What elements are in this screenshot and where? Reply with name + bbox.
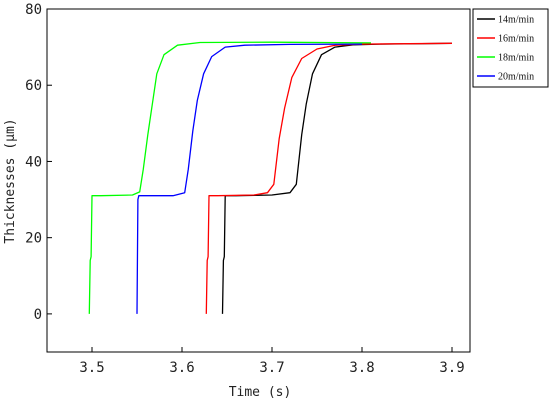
legend-label: 20m/min	[498, 72, 534, 83]
legend-box	[472, 8, 549, 88]
x-tick-label: 3.7	[259, 360, 284, 376]
series-layer	[88, 41, 453, 314]
legend-label: 18m/min	[498, 53, 534, 64]
y-tick-label: 40	[25, 154, 42, 170]
y-tick-label: 20	[25, 231, 42, 247]
plot-border	[46, 8, 471, 353]
legend-label: 14m/min	[498, 15, 534, 26]
y-tick-label: 60	[25, 78, 42, 94]
x-axis-title: Time (s)	[229, 385, 292, 400]
x-tick-label: 3.9	[439, 360, 464, 376]
y-tick-label: 80	[25, 2, 42, 18]
x-tick-label: 3.5	[79, 360, 104, 376]
series-line-14m-min	[221, 42, 453, 314]
series-line-20m-min	[136, 43, 363, 314]
y-tick-label: 0	[34, 307, 42, 323]
axes-layer: 3.5 3.6 3.7 3.8 3.9 0 20 40 60 80	[25, 2, 465, 376]
legend-label: 16m/min	[498, 34, 534, 45]
x-tick-label: 3.6	[169, 360, 194, 376]
series-line-16m-min	[205, 42, 453, 314]
plot-frame	[46, 8, 471, 353]
legend: 14m/min 16m/min 18m/min 20m/min	[472, 8, 549, 88]
x-tick-label: 3.8	[349, 360, 374, 376]
y-axis-title: Thicknesses (μm)	[3, 118, 18, 243]
series-line-18m-min	[88, 41, 372, 314]
